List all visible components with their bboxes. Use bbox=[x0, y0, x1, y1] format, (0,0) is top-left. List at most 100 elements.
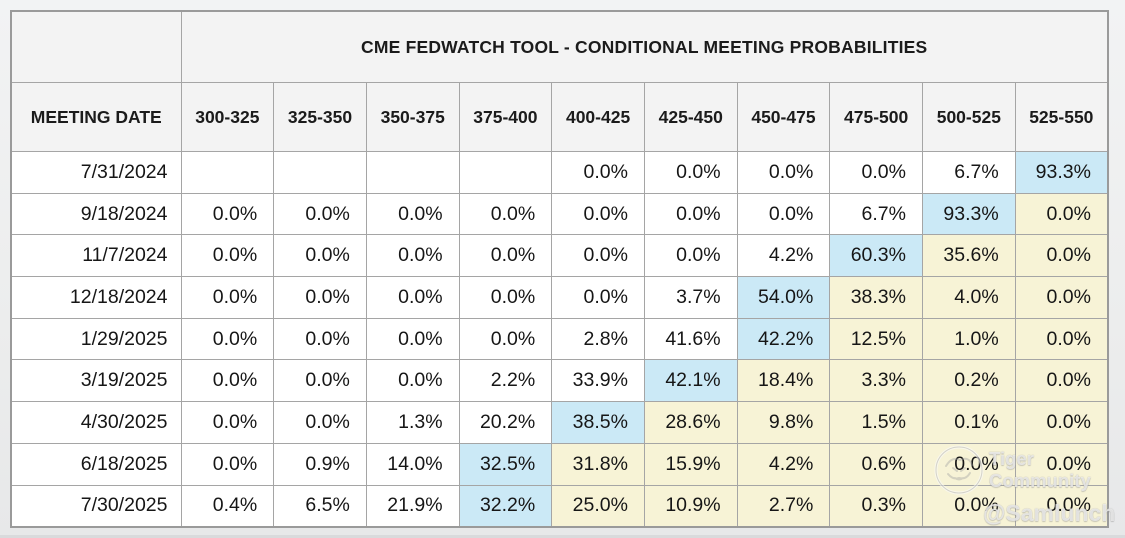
probability-cell: 0.0% bbox=[922, 442, 1016, 486]
column-header-475-500: 475-500 bbox=[829, 82, 923, 152]
probability-cell: 0.0% bbox=[458, 234, 553, 278]
probability-cell: 12.5% bbox=[829, 317, 923, 361]
probability-cell: 32.5% bbox=[458, 442, 553, 486]
probability-cell: 0.0% bbox=[458, 317, 553, 361]
table-row: 4/30/2025 0.0% 0.0% 1.3% 20.2% 38.5% 28.6% 9.8%… bbox=[10, 401, 1109, 444]
probability-cell: 0.0% bbox=[829, 151, 923, 194]
probability-cell: 0.0% bbox=[458, 192, 553, 236]
column-header-400-425: 400-425 bbox=[551, 82, 645, 152]
table-row: 11/7/2024 0.0% 0.0% 0.0% 0.0% 0.0% 0.0% 4.2% 60.… bbox=[10, 234, 1109, 278]
probability-cell: 0.0% bbox=[736, 192, 831, 236]
probability-cell: 0.0% bbox=[922, 484, 1016, 528]
probability-cell: 1.3% bbox=[365, 401, 460, 444]
probability-cell: 42.1% bbox=[643, 359, 738, 403]
probability-cell: 0.0% bbox=[1014, 192, 1109, 236]
probability-cell: 0.0% bbox=[643, 192, 738, 236]
probability-cell: 0.0% bbox=[365, 276, 460, 319]
probability-cell bbox=[180, 151, 275, 194]
probability-cell: 0.0% bbox=[180, 401, 275, 444]
meeting-date-cell: 6/18/2025 bbox=[10, 442, 182, 486]
probability-cell: 0.1% bbox=[922, 401, 1016, 444]
meeting-date-cell: 11/7/2024 bbox=[10, 234, 182, 278]
column-header-row: MEETING DATE 300-325 325-350 350-375 375-40… bbox=[10, 82, 1109, 152]
meeting-date-header: MEETING DATE bbox=[10, 82, 182, 152]
probability-cell: 21.9% bbox=[365, 484, 460, 528]
probability-cell bbox=[273, 151, 367, 194]
probability-cell: 6.7% bbox=[922, 151, 1016, 194]
probability-cell: 0.0% bbox=[273, 192, 367, 236]
probability-cell: 0.0% bbox=[180, 276, 275, 319]
probability-cell bbox=[458, 151, 553, 194]
probability-cell: 10.9% bbox=[643, 484, 738, 528]
column-header-325-350: 325-350 bbox=[273, 82, 367, 152]
meeting-date-cell: 12/18/2024 bbox=[10, 276, 182, 319]
probability-cell: 3.3% bbox=[829, 359, 923, 403]
probability-cell: 0.0% bbox=[180, 234, 275, 278]
probability-cell: 28.6% bbox=[643, 401, 738, 444]
probability-cell: 0.0% bbox=[273, 234, 367, 278]
table-row: 12/18/2024 0.0% 0.0% 0.0% 0.0% 0.0% 3.7% 54.0% 3… bbox=[10, 276, 1109, 319]
probability-cell: 0.9% bbox=[273, 442, 367, 486]
probability-cell: 0.0% bbox=[551, 234, 645, 278]
probability-cell: 0.0% bbox=[1014, 359, 1109, 403]
probability-cell: 31.8% bbox=[551, 442, 645, 486]
probability-cell: 93.3% bbox=[1014, 151, 1109, 194]
table-row: 1/29/2025 0.0% 0.0% 0.0% 0.0% 2.8% 41.6% 42.2% 1… bbox=[10, 317, 1109, 361]
probability-cell: 0.0% bbox=[180, 359, 275, 403]
title-row: CME FEDWATCH TOOL - CONDITIONAL MEETING … bbox=[10, 10, 1109, 83]
probability-cell: 38.3% bbox=[829, 276, 923, 319]
table-body: 7/31/2024 0.0% 0.0% 0.0% 0.0% 6.7% 93.3% 9/18/2… bbox=[10, 151, 1109, 528]
table-row: 3/19/2025 0.0% 0.0% 0.0% 2.2% 33.9% 42.1% 18.4%… bbox=[10, 359, 1109, 403]
probability-cell: 35.6% bbox=[922, 234, 1016, 278]
probability-cell: 33.9% bbox=[551, 359, 645, 403]
meeting-date-cell: 3/19/2025 bbox=[10, 359, 182, 403]
probability-cell: 0.0% bbox=[180, 442, 275, 486]
table-row: 6/18/2025 0.0% 0.9% 14.0% 32.5% 31.8% 15.9% 4.2… bbox=[10, 442, 1109, 486]
probability-cell: 2.8% bbox=[551, 317, 645, 361]
probability-cell: 0.0% bbox=[180, 317, 275, 361]
table-row: 7/31/2024 0.0% 0.0% 0.0% 0.0% 6.7% 93.3% bbox=[10, 151, 1109, 194]
column-header-425-450: 425-450 bbox=[643, 82, 738, 152]
probability-cell: 38.5% bbox=[551, 401, 645, 444]
probability-cell: 4.0% bbox=[922, 276, 1016, 319]
probability-cell: 0.2% bbox=[922, 359, 1016, 403]
probability-cell: 6.5% bbox=[273, 484, 367, 528]
probability-cell: 4.2% bbox=[736, 442, 831, 486]
probability-cell: 20.2% bbox=[458, 401, 553, 444]
probability-cell: 54.0% bbox=[736, 276, 831, 319]
probability-cell: 4.2% bbox=[736, 234, 831, 278]
probability-cell: 0.0% bbox=[1014, 442, 1109, 486]
probability-cell: 0.0% bbox=[736, 151, 831, 194]
probability-cell: 0.4% bbox=[180, 484, 275, 528]
meeting-date-cell: 1/29/2025 bbox=[10, 317, 182, 361]
probability-cell: 0.3% bbox=[829, 484, 923, 528]
probability-cell: 2.7% bbox=[736, 484, 831, 528]
probability-cell: 0.6% bbox=[829, 442, 923, 486]
fedwatch-probabilities-table: CME FEDWATCH TOOL - CONDITIONAL MEETING … bbox=[10, 10, 1109, 528]
meeting-date-cell: 7/31/2024 bbox=[10, 151, 182, 194]
column-header-500-525: 500-525 bbox=[922, 82, 1016, 152]
table-row: 7/30/2025 0.4% 6.5% 21.9% 32.2% 25.0% 10.9% 2.7… bbox=[10, 484, 1109, 528]
probability-cell: 0.0% bbox=[273, 401, 367, 444]
probability-cell: 0.0% bbox=[180, 192, 275, 236]
meeting-date-cell: 7/30/2025 bbox=[10, 484, 182, 528]
probability-cell: 0.0% bbox=[1014, 317, 1109, 361]
probability-cell: 0.0% bbox=[458, 276, 553, 319]
probability-cell: 3.7% bbox=[643, 276, 738, 319]
probability-cell: 25.0% bbox=[551, 484, 645, 528]
probability-cell: 0.0% bbox=[273, 317, 367, 361]
probability-cell: 6.7% bbox=[829, 192, 923, 236]
bottom-edge-divider bbox=[0, 535, 1125, 538]
probability-cell: 42.2% bbox=[736, 317, 831, 361]
probability-cell: 41.6% bbox=[643, 317, 738, 361]
probability-cell bbox=[365, 151, 460, 194]
probability-cell: 0.0% bbox=[1014, 234, 1109, 278]
probability-cell: 0.0% bbox=[365, 234, 460, 278]
table-row: 9/18/2024 0.0% 0.0% 0.0% 0.0% 0.0% 0.0% 0.0% 6.7… bbox=[10, 192, 1109, 236]
probability-cell: 18.4% bbox=[736, 359, 831, 403]
probability-cell: 93.3% bbox=[922, 192, 1016, 236]
column-header-450-475: 450-475 bbox=[736, 82, 831, 152]
probability-cell: 0.0% bbox=[365, 359, 460, 403]
probability-cell: 1.0% bbox=[922, 317, 1016, 361]
column-header-300-325: 300-325 bbox=[180, 82, 275, 152]
